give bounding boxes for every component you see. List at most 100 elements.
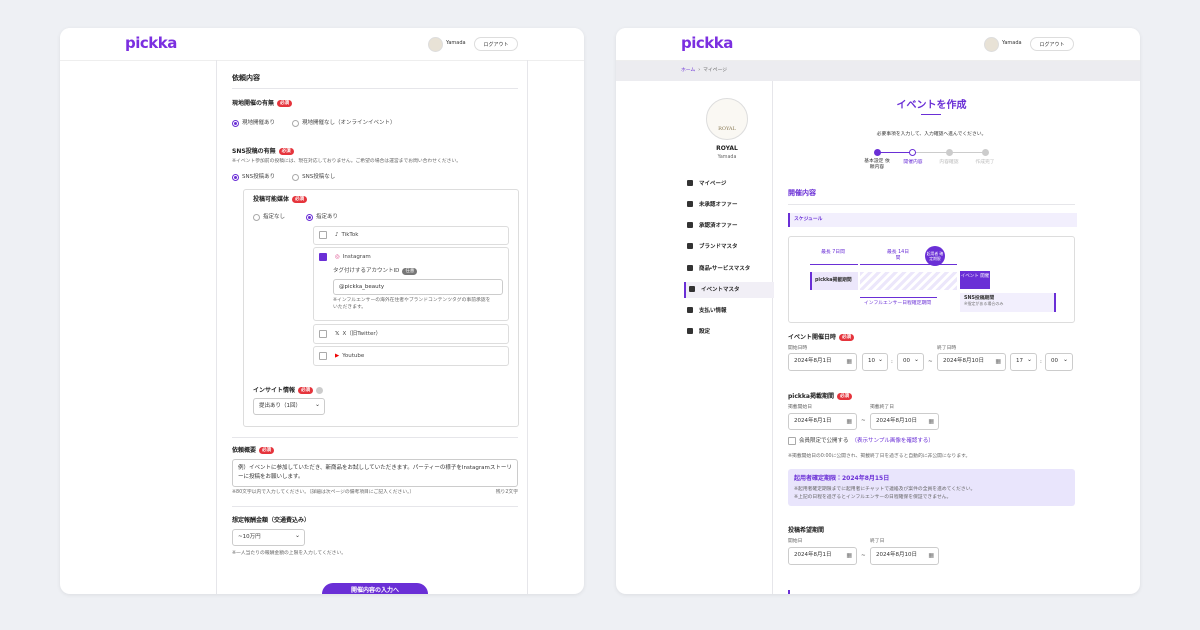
label: タグ付けするアカウントID <box>333 268 400 274</box>
summary-textarea[interactable]: 例）イベントに参加していただき、新商品をお試ししていただきます。パーティーの様子… <box>232 459 518 487</box>
shape: イベント開催日時 必須 <box>788 333 855 342</box>
shape <box>616 61 1140 81</box>
hour-select[interactable]: 17 <box>1010 352 1037 371</box>
date-input[interactable]: 2024年8月10日 <box>870 547 939 565</box>
shape <box>687 243 693 249</box>
date-input[interactable]: 2024年8月10日 <box>937 353 1006 371</box>
reward-select[interactable]: ~10万円 <box>232 528 305 546</box>
minute-select[interactable]: 00 <box>1045 352 1073 371</box>
badge: 必須 <box>278 148 294 155</box>
radio[interactable] <box>292 119 300 127</box>
brand-logo: ROYAL <box>706 98 748 140</box>
shape <box>313 226 509 245</box>
logout-button[interactable]: ログアウト <box>1030 37 1074 51</box>
brand-user: Yamada <box>717 155 737 160</box>
option: 指定あり <box>316 214 339 220</box>
subtitle: 必要事項を入力して、入力確認へ進んでください。 <box>876 132 987 137</box>
logo[interactable]: pickka <box>125 34 177 52</box>
radio[interactable] <box>232 173 239 181</box>
label: 終了日 <box>870 539 885 544</box>
menu-item[interactable]: ブランドマスタ <box>684 239 772 255</box>
shape <box>788 213 1077 227</box>
label: 掲載開始日 <box>788 405 812 410</box>
shape <box>687 265 693 271</box>
shape <box>232 88 518 89</box>
date-input[interactable]: 2024年8月1日 <box>788 413 857 430</box>
minute-select[interactable]: 00 <box>897 352 924 371</box>
breadcrumb[interactable]: ホーム <box>681 68 696 73</box>
radio[interactable] <box>253 213 260 221</box>
checkbox[interactable] <box>319 330 327 338</box>
checkbox[interactable] <box>788 437 796 445</box>
header: pickka Yamada ログアウト <box>616 28 1140 61</box>
shape <box>946 149 953 156</box>
checkbox[interactable] <box>319 253 327 261</box>
shape: 指定なし 指定あり <box>253 213 338 221</box>
text: 設定 <box>699 329 711 335</box>
separator: ~ <box>928 359 933 365</box>
checkbox[interactable] <box>319 352 327 360</box>
label: pickka掲載期間 <box>788 393 834 400</box>
menu-item[interactable]: 未承認オファー <box>684 197 772 213</box>
user-name: Yamada <box>1002 40 1022 46</box>
menu-item[interactable]: 支払い情報 <box>684 303 772 319</box>
link[interactable]: （表示サンプル画像を確認する） <box>851 438 934 444</box>
logo[interactable]: pickka <box>681 34 733 52</box>
insight-select[interactable]: 提出あり（1回） <box>253 397 325 415</box>
menu-item-active[interactable]: イベントマスタ <box>684 282 774 298</box>
menu-item[interactable]: 設定 <box>684 324 772 340</box>
right-window: pickka Yamada ログアウト ホーム › マイページ ROYAL ROYA… <box>616 28 1140 594</box>
radio[interactable] <box>232 119 239 127</box>
shape: 会員限定で公開する （表示サンプル画像を確認する） <box>788 437 934 445</box>
next-button[interactable]: 開催内容の入力へ <box>322 583 428 594</box>
menu-item[interactable]: 商品・サービスマスタ <box>684 261 772 277</box>
note: ※80文字以内で入力してください。（詳細は次ページの備考項目にご記入ください。） <box>232 490 415 495</box>
account-input[interactable]: @pickka_beauty <box>333 279 503 295</box>
label: 想定報酬金額（交通費込み） <box>232 517 311 524</box>
radio[interactable] <box>292 173 300 181</box>
event-block: イベント 開催 <box>960 271 990 289</box>
shape <box>877 152 913 153</box>
diagram-label: インフルエンサー日程確定期間 <box>864 301 932 306</box>
note: ※インフルエンサーの海外在住者やブランドコンテンツタグの事前承認を <box>333 298 491 303</box>
shape: ▶ <box>335 353 340 359</box>
date-input[interactable]: 2024年8月1日 <box>788 547 857 565</box>
date-input[interactable]: 2024年8月10日 <box>870 413 939 430</box>
logout-button[interactable]: ログアウト <box>474 37 518 51</box>
text: マイページ <box>699 181 727 187</box>
checkbox[interactable] <box>319 231 327 239</box>
shape <box>232 437 518 438</box>
option: 会員限定で公開する <box>799 438 849 444</box>
text: 支払い情報 <box>699 308 727 314</box>
separator: ~ <box>861 553 866 559</box>
step: 基本設定 依頼内容 <box>864 159 890 170</box>
label: 開始日時 <box>788 346 808 351</box>
shape <box>860 272 957 290</box>
listing-bar: pickka掲載期間 <box>810 272 858 290</box>
shape <box>960 293 1056 312</box>
shape: タグ付けするアカウントID 任意 <box>333 267 418 275</box>
note: ※掲載開始日の0:00に公開され、掲載終了日を過ぎると自動的に非公開になります。 <box>788 454 971 459</box>
menu-item[interactable]: マイページ <box>684 176 772 192</box>
section-title: 開催内容 <box>788 189 816 197</box>
radio[interactable] <box>306 213 314 221</box>
date-input[interactable]: 2024年8月1日 <box>788 353 857 371</box>
hour-select[interactable]: 10 <box>862 352 888 371</box>
platform: X（旧Twitter） <box>342 331 382 337</box>
label: 投稿可能媒体 <box>253 196 290 203</box>
badge: 必須 <box>277 100 293 107</box>
left-window: pickka Yamada ログアウト 依頼内容 現地開催の有無 必須 現地開催あ… <box>60 28 584 594</box>
shape <box>687 307 693 313</box>
section-title: 依頼内容 <box>232 74 260 82</box>
shape <box>687 328 693 334</box>
counter: 残り2文字 <box>495 490 518 495</box>
schedule-label: スケジュール <box>794 217 823 222</box>
shape: インサイト情報 必須 <box>253 386 324 395</box>
menu-item[interactable]: 承認済オファー <box>684 218 772 234</box>
text: ブランドマスタ <box>699 244 738 250</box>
badge: 必須 <box>298 387 314 394</box>
note: いただきます。 <box>333 305 367 310</box>
shape <box>216 60 217 594</box>
shape <box>982 149 989 156</box>
